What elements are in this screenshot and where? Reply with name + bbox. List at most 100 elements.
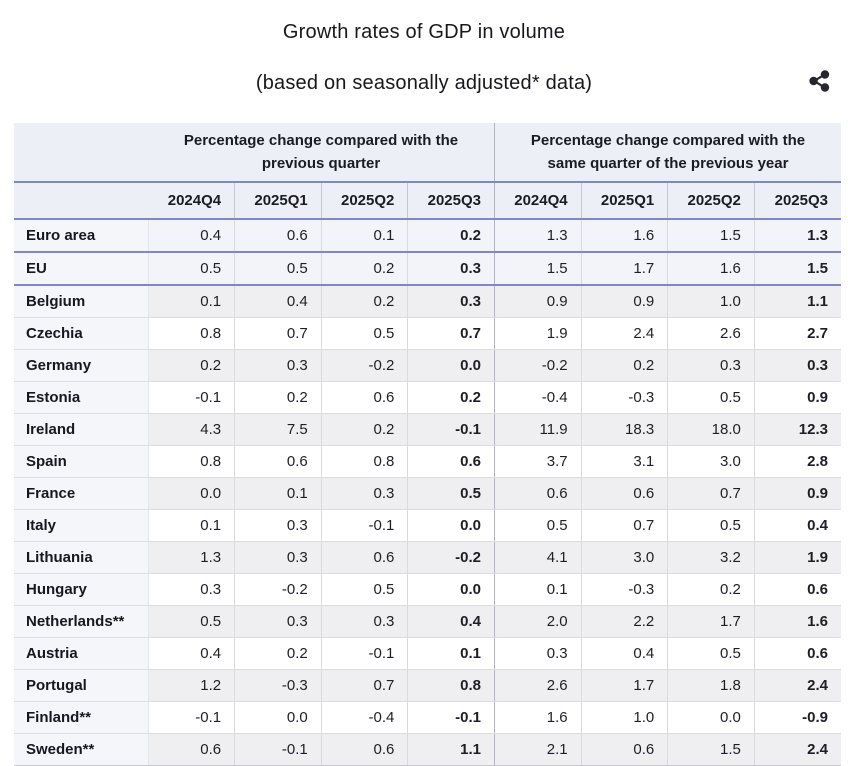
value-cell: 0.6 — [234, 219, 322, 253]
value-cell: 0.6 — [753, 637, 841, 670]
value-cell: 0.3 — [320, 605, 408, 638]
value-cell: 0.5 — [147, 252, 235, 286]
value-cell: 0.6 — [407, 445, 495, 478]
share-button[interactable] — [802, 64, 836, 98]
value-cell: 0.6 — [753, 573, 841, 606]
row-label: Lithuania — [14, 541, 148, 574]
table-row: Finland** -0.1 0.0 -0.4 -0.1 1.6 1.0 0.0 -0.9 — [14, 701, 841, 734]
value-cell: 2.6 — [667, 317, 755, 350]
value-cell: 2.0 — [494, 605, 582, 638]
table-row: Estonia -0.1 0.2 0.6 0.2 -0.4 -0.3 0.5 0.9 — [14, 381, 841, 414]
value-cell: 1.1 — [753, 285, 841, 318]
value-cell: 1.3 — [753, 219, 841, 253]
value-cell: 0.3 — [234, 349, 322, 382]
value-cell: 0.3 — [407, 252, 495, 286]
value-cell: -0.1 — [320, 637, 408, 670]
value-cell: 3.1 — [580, 445, 668, 478]
quarter-column-header: 2024Q4 — [494, 181, 582, 220]
table-row: Netherlands** 0.5 0.3 0.3 0.4 2.0 2.2 1.7 1.6 — [14, 605, 841, 638]
value-cell: 0.5 — [667, 381, 755, 414]
table-row: Euro area 0.4 0.6 0.1 0.2 1.3 1.6 1.5 1.3 — [14, 219, 841, 253]
value-cell: 0.4 — [580, 637, 668, 670]
value-cell: 0.6 — [147, 733, 235, 766]
value-cell: 3.0 — [580, 541, 668, 574]
value-cell: -0.4 — [320, 701, 408, 734]
quarter-column-header: 2025Q1 — [234, 181, 322, 220]
value-cell: -0.1 — [407, 701, 495, 734]
row-label: France — [14, 477, 148, 510]
quarter-column-header: 2024Q4 — [148, 181, 235, 220]
value-cell: 0.0 — [407, 509, 495, 542]
value-cell: 0.2 — [147, 349, 235, 382]
value-cell: 0.5 — [320, 317, 408, 350]
share-icon — [806, 68, 832, 94]
value-cell: 0.7 — [667, 477, 755, 510]
quarter-column-header: 2025Q1 — [580, 181, 668, 220]
quarter-column-header: 2025Q2 — [667, 181, 755, 220]
value-cell: 0.3 — [407, 285, 495, 318]
value-cell: -0.1 — [407, 413, 495, 446]
row-label: Belgium — [14, 285, 148, 318]
value-cell: 0.2 — [234, 637, 322, 670]
value-cell: -0.2 — [494, 349, 582, 382]
value-cell: 0.0 — [407, 573, 495, 606]
value-cell: 0.5 — [407, 477, 495, 510]
value-cell: 1.5 — [667, 219, 755, 253]
row-label: Hungary — [14, 573, 148, 606]
value-cell: 4.1 — [494, 541, 582, 574]
value-cell: 18.0 — [667, 413, 755, 446]
table-row: Ireland 4.3 7.5 0.2 -0.1 11.9 18.3 18.0 12.3 — [14, 413, 841, 446]
value-cell: 1.3 — [494, 219, 582, 253]
value-cell: 2.6 — [494, 669, 582, 702]
value-cell: 0.0 — [407, 349, 495, 382]
value-cell: 0.7 — [234, 317, 322, 350]
value-cell: 1.7 — [667, 605, 755, 638]
row-label: Estonia — [14, 381, 148, 414]
corner-cell — [14, 181, 148, 220]
value-cell: 0.3 — [320, 477, 408, 510]
table-row: France 0.0 0.1 0.3 0.5 0.6 0.6 0.7 0.9 — [14, 477, 841, 510]
value-cell: 0.2 — [407, 381, 495, 414]
value-cell: 0.4 — [407, 605, 495, 638]
value-cell: 2.1 — [494, 733, 582, 766]
value-cell: 0.2 — [667, 573, 755, 606]
value-cell: 0.5 — [234, 252, 322, 286]
row-label: Portugal — [14, 669, 148, 702]
value-cell: 1.0 — [580, 701, 668, 734]
value-cell: -0.1 — [234, 733, 322, 766]
value-cell: 0.2 — [580, 349, 668, 382]
value-cell: 0.1 — [147, 509, 235, 542]
value-cell: 0.0 — [147, 477, 235, 510]
page-title: Growth rates of GDP in volume — [282, 21, 566, 43]
value-cell: 0.0 — [234, 701, 322, 734]
value-cell: 3.7 — [494, 445, 582, 478]
value-cell: 0.9 — [494, 285, 582, 318]
value-cell: 1.2 — [147, 669, 235, 702]
table-row: Hungary 0.3 -0.2 0.5 0.0 0.1 -0.3 0.2 0.6 — [14, 573, 841, 606]
value-cell: 0.8 — [320, 445, 408, 478]
value-cell: 0.6 — [494, 477, 582, 510]
value-cell: -0.2 — [407, 541, 495, 574]
table-row: Belgium 0.1 0.4 0.2 0.3 0.9 0.9 1.0 1.1 — [14, 285, 841, 318]
value-cell: 0.6 — [320, 541, 408, 574]
row-label: Netherlands** — [14, 605, 148, 638]
value-cell: -0.2 — [234, 573, 322, 606]
value-cell: -0.3 — [580, 573, 668, 606]
value-cell: 3.2 — [667, 541, 755, 574]
value-cell: 0.5 — [147, 605, 235, 638]
value-cell: -0.3 — [234, 669, 322, 702]
value-cell: 0.3 — [494, 637, 582, 670]
value-cell: 1.1 — [407, 733, 495, 766]
value-cell: 1.8 — [667, 669, 755, 702]
row-label: Ireland — [14, 413, 148, 446]
table-row: Italy 0.1 0.3 -0.1 0.0 0.5 0.7 0.5 0.4 — [14, 509, 841, 542]
value-cell: 2.8 — [753, 445, 841, 478]
table-row: Portugal 1.2 -0.3 0.7 0.8 2.6 1.7 1.8 2.4 — [14, 669, 841, 702]
value-cell: 0.4 — [147, 219, 235, 253]
value-cell: -0.9 — [753, 701, 841, 734]
value-cell: 0.4 — [234, 285, 322, 318]
value-cell: 0.1 — [147, 285, 235, 318]
value-cell: 2.2 — [580, 605, 668, 638]
quarter-column-header: 2025Q2 — [320, 181, 408, 220]
value-cell: 0.5 — [320, 573, 408, 606]
